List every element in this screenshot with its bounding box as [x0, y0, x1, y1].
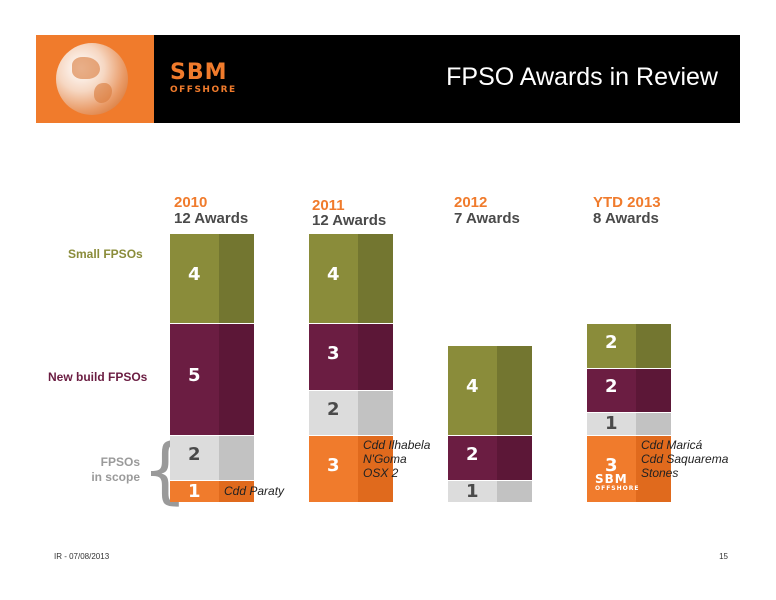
- bar-segment-shade: [635, 413, 671, 435]
- page-title: FPSO Awards in Review: [446, 63, 718, 91]
- project-notes: Cdd Paraty: [224, 484, 284, 498]
- column-awards-label: 8 Awards: [593, 210, 659, 227]
- bar-segment-shade: [496, 435, 532, 480]
- bar-value-label: 4: [327, 264, 340, 286]
- bar-value-label: 1: [466, 480, 479, 502]
- column-awards-label: 12 Awards: [174, 210, 249, 227]
- bar-segment: 1: [587, 413, 671, 435]
- bar-value-label: 1: [188, 480, 201, 502]
- bar-value-label: 2: [605, 376, 618, 398]
- column-year-label: YTD 2013: [593, 194, 661, 211]
- footer-date: IR - 07/08/2013: [54, 552, 110, 561]
- bar-segment: 3: [309, 435, 393, 502]
- sbm-logo-sub: OFFSHORE: [170, 85, 237, 95]
- bar-value-label: 3: [327, 342, 340, 364]
- bar-value-label: 2: [188, 443, 201, 465]
- bar-value-label: 2: [327, 398, 340, 420]
- page-number: 15: [719, 552, 728, 561]
- column-awards-label: 12 Awards: [312, 212, 387, 229]
- bar-segment-shade: [635, 323, 671, 368]
- bar-value-label: 2: [605, 331, 618, 353]
- project-note-line: Cdd Maricá: [641, 437, 703, 452]
- bar-value-label: 3: [605, 454, 618, 476]
- bar-value-label: 2: [466, 443, 479, 465]
- column-year-label: 2011: [312, 197, 345, 214]
- row-label-small: Small FPSOs: [68, 247, 143, 261]
- row-label-scope: FPSOs in scope: [60, 455, 140, 485]
- row-label-new-build: New build FPSOs: [48, 370, 148, 384]
- scope-label-line2: in scope: [91, 470, 140, 484]
- bar-segment: 4: [309, 234, 393, 323]
- brand-block: [36, 35, 154, 123]
- bar-value-label: 4: [188, 264, 201, 286]
- bar-segment: 4: [448, 346, 532, 435]
- project-note-line: Stones: [641, 465, 679, 480]
- bar-segment-shade: [357, 391, 393, 435]
- column-year-label: 2012: [454, 194, 488, 211]
- bar-segment-shade: [357, 234, 393, 323]
- project-notes: Cdd Maricá Cdd Saquarema Stones: [641, 438, 728, 480]
- bar-segment: 4: [170, 234, 254, 323]
- bar-segment-shade: [496, 480, 532, 502]
- bar-segment-shade: [496, 346, 532, 435]
- project-note-line: Cdd Saquarema: [641, 451, 729, 466]
- column-year-label: 2010: [174, 194, 208, 211]
- bar-segment-shade: [357, 435, 393, 502]
- project-note-line: Cdd Paraty: [224, 484, 285, 498]
- header-bar: SBM OFFSHORE FPSO Awards in Review: [36, 35, 740, 123]
- bar-segment-shade: [218, 234, 254, 323]
- bar-segment-shade: [218, 480, 254, 502]
- bar-segment: 2: [587, 323, 671, 368]
- bar-segment-shade: [635, 435, 671, 502]
- bar-segment-shade: [357, 323, 393, 390]
- bar-segment-shade: [218, 323, 254, 435]
- bar-value-label: 1: [605, 413, 618, 435]
- bar-segment: 2: [170, 435, 254, 480]
- sbm-logo: SBM: [170, 60, 228, 85]
- bar-segment: 1: [170, 480, 254, 502]
- project-note-line: Cdd Ilhabela: [363, 437, 431, 452]
- bar-segment: 2: [587, 368, 671, 413]
- bar-value-label: 5: [188, 365, 201, 387]
- sbm-mini-logo-sub: OFFSHORE: [595, 484, 640, 492]
- globe-icon: [56, 43, 128, 115]
- project-notes: Cdd Ilhabela N'Goma OSX 2: [363, 438, 430, 480]
- bar-segment: 2: [448, 435, 532, 480]
- project-note-line: N'Goma: [363, 451, 407, 466]
- bar-segment: 1: [448, 480, 532, 502]
- bar-segment: 5: [170, 323, 254, 435]
- bar-segment-shade: [218, 435, 254, 480]
- column-awards-label: 7 Awards: [454, 210, 520, 227]
- bar-segment-shade: [635, 368, 671, 413]
- bar-segment: 3: [309, 323, 393, 390]
- sbm-mini-logo: SBM OFFSHORE: [595, 471, 640, 492]
- project-note-line: OSX 2: [363, 465, 399, 480]
- scope-label-line1: FPSOs: [100, 455, 140, 469]
- bar-value-label: 3: [327, 454, 340, 476]
- bar-value-label: 4: [466, 376, 479, 398]
- bar-segment: 3 SBM OFFSHORE: [587, 435, 671, 502]
- bar-segment: 2: [309, 391, 393, 435]
